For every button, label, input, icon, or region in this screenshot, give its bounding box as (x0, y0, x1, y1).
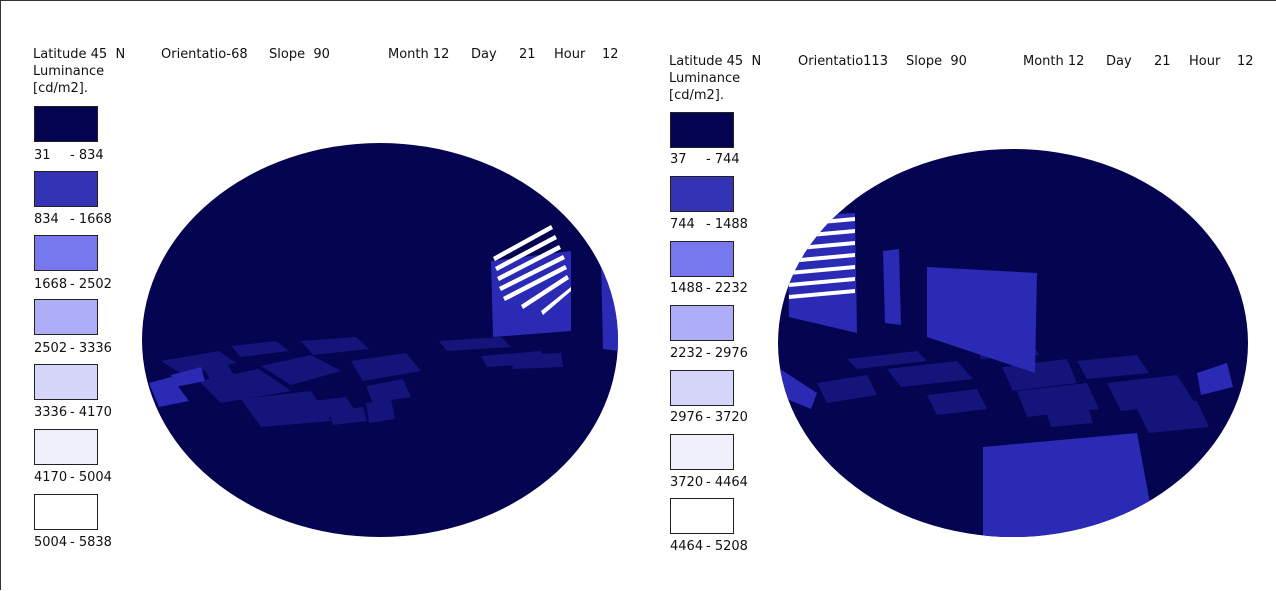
fisheye-luminance-map-left (142, 143, 618, 537)
legend-swatch (34, 235, 98, 271)
legend-to: - 834 (70, 148, 104, 163)
hour-label: Hour (1189, 54, 1221, 69)
legend-swatch (670, 370, 734, 406)
legend-range: 1668- 2502 (34, 277, 112, 293)
orientation-label: Orientatio113 (798, 54, 888, 69)
sky-dome (142, 143, 618, 537)
unit-label: [cd/m2]. (33, 81, 88, 96)
latitude-label: Latitude 45 N (33, 47, 126, 62)
legend-range: 5004- 5838 (34, 535, 112, 551)
fisheye-luminance-map-right (778, 149, 1248, 537)
legend-to: - 4464 (706, 475, 748, 490)
legend-to: - 2232 (706, 281, 748, 296)
legend-swatch (34, 429, 98, 465)
month-label: Month 12 (388, 47, 450, 62)
legend-from: 2232 (670, 346, 704, 361)
legend-from: 2976 (670, 410, 704, 425)
legend-to: - 1668 (70, 212, 112, 227)
legend-from: 744 (670, 217, 695, 232)
legend-from: 1668 (34, 277, 68, 292)
legend-range: 3720- 4464 (670, 475, 748, 491)
luminance-panel-right: Latitude 45 N Orientatio113 Slope 90 Mon… (639, 1, 1276, 591)
luminance-panel-left: Latitude 45 N Orientatio-68 Slope 90 Mon… (1, 1, 641, 591)
luminance-label: Luminance (669, 71, 741, 86)
legend-from: 834 (34, 212, 59, 227)
legend-to: - 3336 (70, 341, 112, 356)
hour-value: 12 (602, 47, 619, 62)
legend-swatch (34, 364, 98, 400)
legend-to: - 5004 (70, 470, 112, 485)
legend-range: 744 - 1488 (670, 217, 748, 233)
legend-swatch (34, 171, 98, 207)
legend-range: 2502- 3336 (34, 341, 112, 357)
legend-swatch (670, 176, 734, 212)
legend-to: - 3720 (706, 410, 748, 425)
legend-range: 31 - 834 (34, 148, 104, 164)
legend-swatch (670, 498, 734, 534)
legend-from: 4464 (670, 539, 704, 554)
month-label: Month 12 (1023, 54, 1085, 69)
latitude-label: Latitude 45 N (669, 54, 762, 69)
legend-from: 3720 (670, 475, 704, 490)
legend-swatch (670, 241, 734, 277)
legend-swatch (670, 112, 734, 148)
legend-swatch (670, 434, 734, 470)
ground-patches (161, 337, 563, 427)
legend-from: 4170 (34, 470, 68, 485)
legend-to: - 2976 (706, 346, 748, 361)
hour-value: 12 (1237, 54, 1254, 69)
legend-from: 3336 (34, 405, 68, 420)
legend-range: 3336- 4170 (34, 405, 112, 421)
legend-from: 5004 (34, 535, 68, 550)
legend-to: - 5838 (70, 535, 112, 550)
legend-range: 4170- 5004 (34, 470, 112, 486)
legend-swatch (34, 494, 98, 530)
day-value: 21 (519, 47, 536, 62)
legend-swatch (34, 106, 98, 142)
legend-to: - 4170 (70, 405, 112, 420)
day-value: 21 (1154, 54, 1171, 69)
legend-from: 31 (34, 148, 51, 163)
legend-swatch (34, 299, 98, 335)
legend-swatch (670, 305, 734, 341)
day-label: Day (1106, 54, 1132, 69)
legend-range: 2976- 3720 (670, 410, 748, 426)
legend-range: 37 - 744 (670, 152, 740, 168)
orientation-label: Orientatio-68 (161, 47, 248, 62)
hour-label: Hour (554, 47, 586, 62)
legend-to: - 1488 (706, 217, 748, 232)
legend-range: 4464- 5208 (670, 539, 748, 555)
legend-from: 37 (670, 152, 687, 167)
slope-label: Slope 90 (269, 47, 330, 62)
legend-to: - 5208 (706, 539, 748, 554)
legend-to: - 2502 (70, 277, 112, 292)
day-label: Day (471, 47, 497, 62)
unit-label: [cd/m2]. (669, 88, 724, 103)
slope-label: Slope 90 (906, 54, 967, 69)
luminance-label: Luminance (33, 64, 105, 79)
legend-to: - 744 (706, 152, 740, 167)
legend-range: 1488- 2232 (670, 281, 748, 297)
legend-range: 2232- 2976 (670, 346, 748, 362)
legend-range: 834 - 1668 (34, 212, 112, 228)
legend-from: 2502 (34, 341, 68, 356)
legend-from: 1488 (670, 281, 704, 296)
